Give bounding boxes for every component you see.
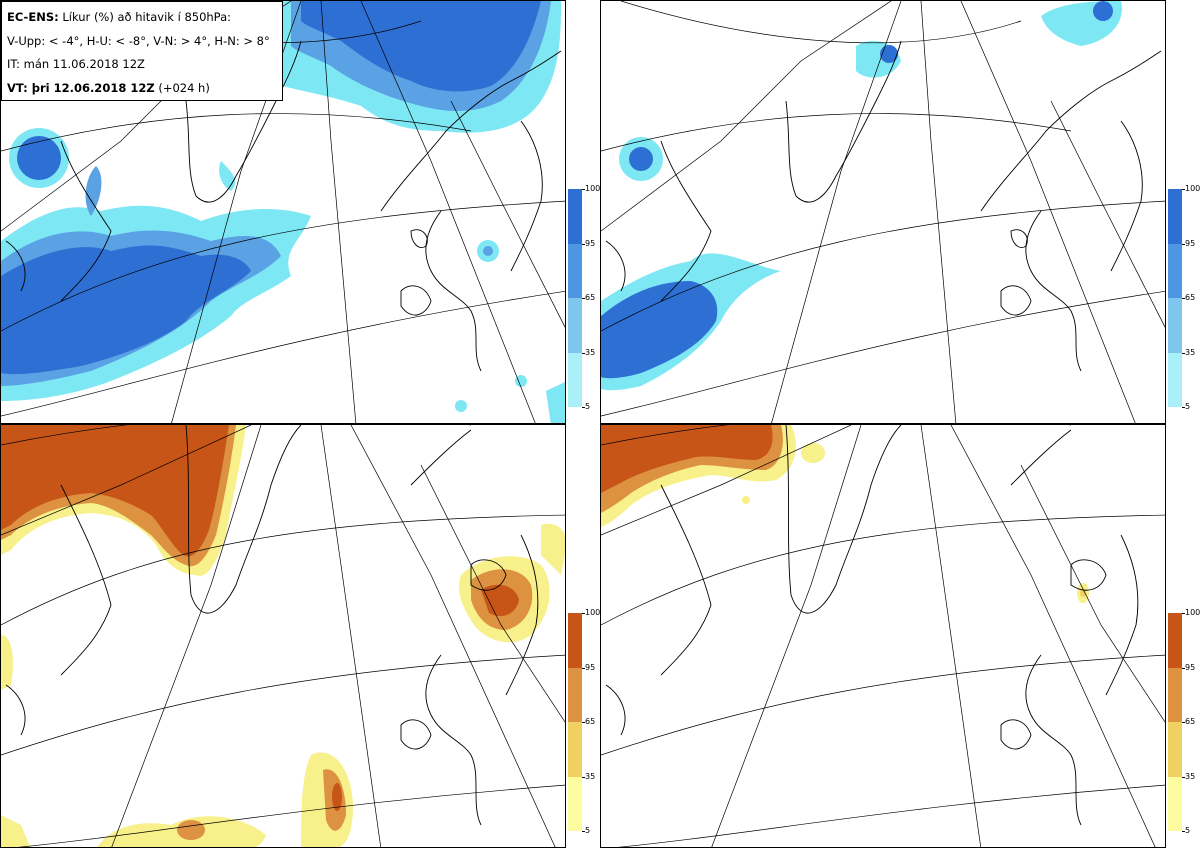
probability-fill	[1, 425, 565, 847]
product-title: Líkur (%) að hitavik í 850hPa:	[62, 10, 232, 24]
colorbar-tick	[582, 776, 585, 778]
colorbar-tick	[1182, 776, 1185, 778]
colorbar-tick	[1182, 243, 1185, 245]
colorbar-tick	[582, 613, 585, 614]
colorbar-tick	[582, 831, 585, 832]
valid-time: VT: þri 12.06.2018 12Z	[7, 80, 155, 95]
colorbar-tick	[1182, 667, 1185, 669]
colorbar-tick	[1182, 189, 1185, 190]
initial-time: IT: mán 11.06.2018 12Z	[7, 57, 145, 71]
map-cold-8	[601, 1, 1165, 423]
colorbar-tick-label: 35	[1185, 771, 1196, 781]
map-panel-warm-8	[600, 424, 1166, 848]
colorbar-segment	[1168, 776, 1182, 831]
colorbar-segment	[568, 352, 582, 407]
colorbar-tick-label: 65	[1185, 717, 1196, 726]
graticule	[1, 425, 565, 847]
colorbar-tick	[1182, 298, 1185, 299]
colorbar-warm-left: 100 95 65 35 5	[568, 609, 600, 835]
colorbar-segment	[1168, 667, 1182, 722]
colorbar-tick	[1182, 613, 1185, 614]
colorbar-tick	[1182, 831, 1185, 832]
colorbar-segment	[1168, 352, 1182, 407]
colorbar-tick	[1182, 352, 1185, 354]
colorbar-tick	[582, 243, 585, 245]
colorbar-segment	[1168, 243, 1182, 298]
colorbar-segment	[568, 722, 582, 777]
colorbar-tick-label: 100	[1185, 184, 1200, 193]
colorbar-tick-label: 5	[585, 826, 591, 835]
colorbar-tick-label: 100	[585, 184, 601, 193]
colorbar-segment	[568, 613, 582, 668]
colorbar-cold-left: 100 95 65 35 5	[568, 185, 600, 411]
colorbar-segment	[1168, 298, 1182, 353]
colorbar-tick	[582, 189, 585, 190]
colorbar-segment	[568, 189, 582, 244]
colorbar-tick-label: 65	[1185, 293, 1196, 302]
colorbar-segment	[1168, 189, 1182, 244]
map-cold-4	[1, 1, 565, 423]
colorbar-segment	[1168, 722, 1182, 777]
colorbar-tick-label: 95	[585, 662, 596, 672]
colorbar-tick-label: 95	[585, 238, 596, 248]
colorbar-tick	[582, 407, 585, 408]
coastlines	[605, 425, 1139, 826]
colorbar-segment	[1168, 613, 1182, 668]
colorbar-tick-label: 5	[1185, 826, 1191, 835]
threshold-legend: V-Upp: < -4°, H-U: < -8°, V-N: > 4°, H-N…	[7, 33, 270, 48]
map-warm-8	[601, 425, 1165, 847]
colorbar-tick	[582, 722, 585, 723]
colorbar-segment	[568, 776, 582, 831]
colorbar-segment	[568, 667, 582, 722]
colorbar-tick	[1182, 722, 1185, 723]
colorbar-tick	[582, 298, 585, 299]
info-box: EC-ENS: Líkur (%) að hitavik í 850hPa: V…	[1, 1, 283, 101]
colorbar-tick-label: 5	[1185, 402, 1191, 411]
graticule	[1, 1, 565, 423]
map-panel-warm-4	[0, 424, 566, 848]
graticule	[601, 425, 1165, 847]
colorbar-tick-label: 100	[585, 608, 601, 617]
colorbar-tick-label: 65	[585, 293, 596, 302]
map-warm-4	[1, 425, 565, 847]
coastlines	[605, 40, 1162, 372]
colorbar-segment	[568, 243, 582, 298]
colorbar-tick-label: 35	[585, 347, 596, 357]
probability-fill	[601, 1, 1122, 391]
probability-fill	[601, 425, 1089, 603]
graticule	[601, 1, 1165, 423]
coastlines	[5, 40, 562, 372]
lead-time: (+024 h)	[158, 80, 210, 95]
colorbar-tick-label: 95	[1185, 238, 1196, 248]
coastlines	[5, 425, 539, 826]
colorbar-tick	[582, 667, 585, 669]
model-name: EC-ENS:	[7, 10, 59, 24]
colorbar-tick-label: 35	[1185, 347, 1196, 357]
colorbar-tick-label: 95	[1185, 662, 1196, 672]
map-panel-cold-4: EC-ENS: Líkur (%) að hitavik í 850hPa: V…	[0, 0, 566, 424]
colorbar-tick-label: 65	[585, 717, 596, 726]
probability-fill	[1, 1, 565, 423]
colorbar-segment	[568, 298, 582, 353]
colorbar-tick	[582, 352, 585, 354]
map-panel-cold-8	[600, 0, 1166, 424]
colorbar-cold-right: 100 95 65 35 5	[1168, 185, 1200, 411]
colorbar-warm-right: 100 95 65 35 5	[1168, 609, 1200, 835]
colorbar-tick-label: 100	[1185, 608, 1200, 617]
colorbar-tick-label: 35	[585, 771, 596, 781]
colorbar-tick-label: 5	[585, 402, 591, 411]
colorbar-tick	[1182, 407, 1185, 408]
